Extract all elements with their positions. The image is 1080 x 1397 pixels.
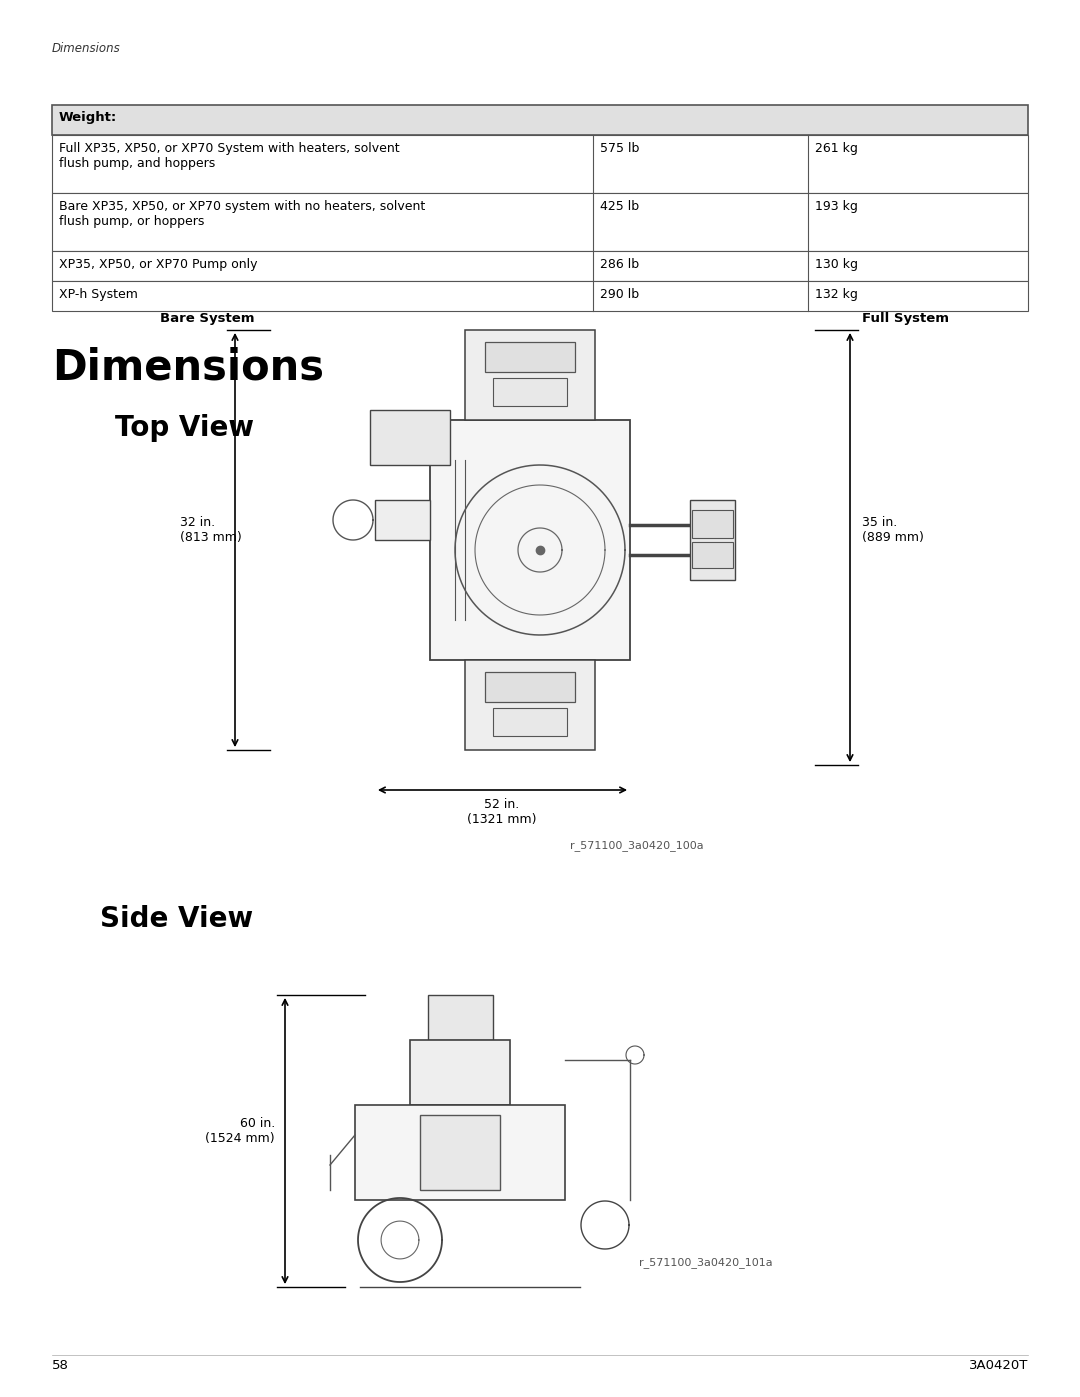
Text: Weight:: Weight: xyxy=(59,110,118,124)
Text: 261 kg: 261 kg xyxy=(815,142,858,155)
Text: Bare XP35, XP50, or XP70 system with no heaters, solvent
flush pump, or hoppers: Bare XP35, XP50, or XP70 system with no … xyxy=(59,200,426,228)
Bar xyxy=(410,1039,510,1105)
Bar xyxy=(420,1115,500,1190)
Text: Side View: Side View xyxy=(100,905,253,933)
Bar xyxy=(465,659,595,750)
Bar xyxy=(485,672,575,703)
Text: 52 in.
(1321 mm): 52 in. (1321 mm) xyxy=(468,798,537,826)
Bar xyxy=(428,995,492,1039)
Bar xyxy=(355,1105,565,1200)
Text: Top View: Top View xyxy=(114,414,254,441)
Bar xyxy=(690,500,735,580)
Bar xyxy=(692,510,733,538)
Bar xyxy=(465,330,595,420)
Text: 290 lb: 290 lb xyxy=(600,288,639,300)
Bar xyxy=(485,342,575,372)
Text: r_571100_3a0420_101a: r_571100_3a0420_101a xyxy=(639,1257,772,1268)
Text: 132 kg: 132 kg xyxy=(815,288,858,300)
Text: 3A0420T: 3A0420T xyxy=(969,1359,1028,1372)
Text: 193 kg: 193 kg xyxy=(815,200,858,212)
Bar xyxy=(52,105,1028,136)
Bar xyxy=(692,542,733,569)
Text: 58: 58 xyxy=(52,1359,69,1372)
Text: Dimensions: Dimensions xyxy=(52,42,121,54)
Bar xyxy=(52,251,1028,281)
Bar xyxy=(52,193,1028,251)
Text: 575 lb: 575 lb xyxy=(600,142,639,155)
Text: XP-h System: XP-h System xyxy=(59,288,138,300)
Text: 286 lb: 286 lb xyxy=(600,258,639,271)
Text: 32 in.
(813 mm): 32 in. (813 mm) xyxy=(180,515,242,543)
Bar xyxy=(492,708,567,736)
Text: 425 lb: 425 lb xyxy=(600,200,639,212)
Bar xyxy=(430,420,630,659)
Bar xyxy=(375,500,430,541)
Text: 35 in.
(889 mm): 35 in. (889 mm) xyxy=(862,515,923,543)
Text: Full XP35, XP50, or XP70 System with heaters, solvent
flush pump, and hoppers: Full XP35, XP50, or XP70 System with hea… xyxy=(59,142,400,170)
Text: XP35, XP50, or XP70 Pump only: XP35, XP50, or XP70 Pump only xyxy=(59,258,257,271)
Bar xyxy=(52,281,1028,312)
Text: 130 kg: 130 kg xyxy=(815,258,858,271)
Bar xyxy=(492,379,567,407)
Text: Full System: Full System xyxy=(862,312,949,326)
Text: Bare System: Bare System xyxy=(160,312,255,326)
Text: 60 in.
(1524 mm): 60 in. (1524 mm) xyxy=(205,1118,275,1146)
Text: r_571100_3a0420_100a: r_571100_3a0420_100a xyxy=(570,840,704,851)
Text: Dimensions: Dimensions xyxy=(52,346,324,388)
Bar xyxy=(370,409,450,465)
Bar xyxy=(52,136,1028,193)
